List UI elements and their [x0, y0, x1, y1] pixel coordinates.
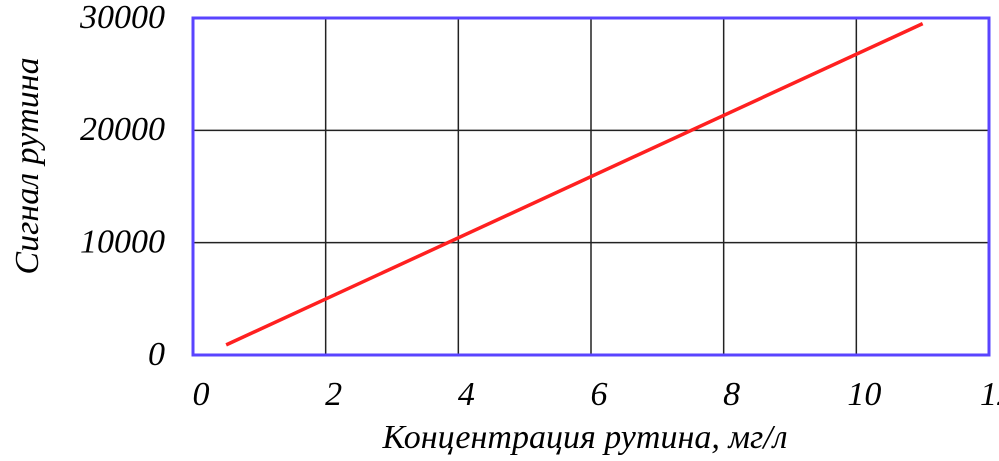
- x-tick-label: 4: [458, 376, 475, 413]
- x-tick-label: 8: [723, 376, 740, 413]
- data-line: [225, 22, 924, 347]
- y-tick-label: 30000: [79, 0, 165, 36]
- x-tick-label: 0: [193, 376, 210, 413]
- x-axis-label: Концентрация рутина, мг/л: [381, 419, 787, 456]
- x-tick-label: 12: [980, 376, 999, 413]
- y-axis-label: Сигнал рутина: [9, 57, 46, 274]
- plot-frame: [191, 16, 991, 357]
- y-tick-label: 20000: [80, 111, 165, 148]
- y-tick-label: 10000: [80, 223, 165, 260]
- x-tick-label: 6: [591, 376, 608, 413]
- x-tick-label: 10: [847, 376, 881, 413]
- y-tick-label: 0: [148, 336, 165, 373]
- x-tick-label: 2: [325, 376, 342, 413]
